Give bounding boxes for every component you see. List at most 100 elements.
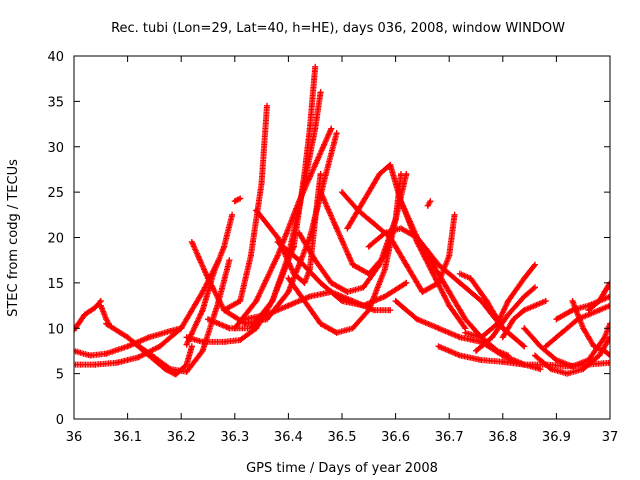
data-point [264, 102, 270, 109]
data-point [462, 329, 469, 336]
data-point [183, 361, 190, 368]
data-point [317, 89, 324, 96]
x-tick-label: 36.3 [220, 430, 249, 445]
series-33 [97, 302, 112, 327]
data-point [542, 298, 549, 304]
data-point [312, 125, 319, 132]
data-point [113, 359, 120, 366]
series-marks [188, 102, 270, 314]
data-point [456, 334, 463, 341]
data-point [285, 275, 292, 282]
data-point [392, 216, 399, 223]
data-point [430, 270, 437, 277]
data-point [247, 325, 254, 332]
data-point [505, 311, 512, 318]
data-point [403, 261, 410, 268]
data-point [226, 257, 233, 264]
series-10 [231, 125, 335, 332]
data-point [301, 279, 308, 286]
data-point [427, 198, 434, 205]
data-point [381, 230, 388, 236]
data-point [124, 343, 131, 350]
series-0 [74, 298, 104, 334]
data-point [253, 325, 260, 332]
x-axis-label: GPS time / Days of year 2008 [246, 461, 438, 476]
data-point [446, 302, 453, 309]
data-point [156, 343, 163, 350]
data-point [542, 343, 549, 350]
data-point [74, 361, 77, 368]
data-point [205, 275, 211, 282]
y-tick-label: 5 [56, 368, 64, 383]
data-point [558, 329, 565, 336]
data-point [221, 338, 228, 345]
data-point [392, 298, 399, 304]
data-point [301, 171, 308, 177]
series-marks [424, 198, 434, 209]
data-point [349, 325, 356, 332]
data-point [521, 325, 528, 332]
data-point [607, 320, 610, 327]
data-point [414, 234, 420, 241]
data-point [221, 307, 228, 314]
series-marks [97, 302, 112, 327]
data-point [199, 347, 206, 354]
data-point [532, 261, 538, 268]
data-point [585, 307, 592, 314]
data-point [483, 298, 490, 304]
data-point [456, 279, 463, 286]
data-point [548, 366, 554, 373]
x-tick-label: 36 [66, 430, 83, 445]
data-point [151, 354, 158, 361]
data-point [290, 270, 297, 277]
data-point [199, 307, 206, 314]
data-point [580, 325, 587, 332]
data-point [537, 343, 544, 350]
data-point [365, 243, 372, 250]
data-point [146, 334, 152, 341]
data-point [81, 311, 88, 318]
data-point [105, 320, 112, 327]
data-point [532, 302, 538, 309]
data-point [199, 288, 206, 295]
y-tick-label: 20 [47, 232, 64, 247]
data-point [424, 202, 431, 209]
data-point [456, 270, 463, 277]
data-point [285, 288, 292, 295]
y-tick-label: 10 [47, 322, 64, 337]
data-point [360, 284, 367, 291]
data-point [253, 207, 260, 214]
data-point [317, 320, 324, 327]
data-point [499, 352, 506, 359]
data-point [446, 252, 453, 259]
data-point [505, 298, 512, 304]
data-point [521, 307, 528, 314]
data-point [371, 220, 378, 227]
data-point [398, 225, 404, 232]
data-point [365, 307, 372, 314]
data-point [435, 343, 442, 350]
data-point [590, 343, 597, 350]
data-point [607, 293, 610, 300]
data-point [333, 130, 340, 137]
data-point [601, 347, 608, 354]
x-tick-label: 36.1 [113, 430, 142, 445]
data-point [92, 361, 99, 368]
data-point [376, 171, 383, 177]
data-point [312, 257, 319, 264]
data-point [381, 266, 388, 273]
data-point [360, 198, 367, 205]
data-point [87, 352, 94, 359]
data-point [387, 161, 394, 168]
data-point [178, 325, 185, 332]
data-point [473, 347, 479, 354]
data-point [456, 352, 463, 359]
data-point [435, 325, 442, 332]
data-point [596, 352, 603, 359]
series-marks [231, 195, 244, 205]
data-point [92, 304, 99, 311]
data-point [365, 270, 372, 277]
y-axis-label: STEC from codg / TECUs [6, 159, 21, 317]
data-point [253, 298, 260, 304]
data-point [569, 298, 576, 304]
